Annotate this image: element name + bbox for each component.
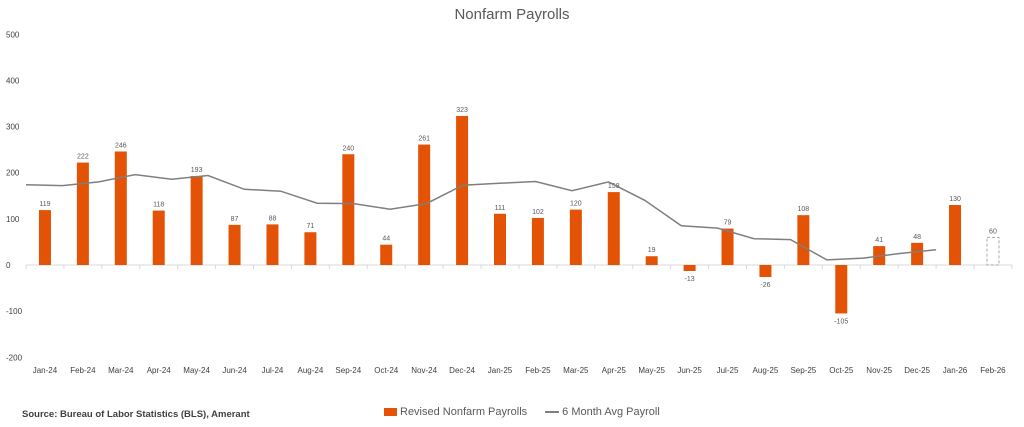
- bar-value-label: 88: [269, 215, 277, 222]
- bar-value-label: 120: [570, 201, 582, 208]
- bar: [266, 224, 279, 265]
- x-tick-label: Nov-25: [866, 366, 892, 375]
- bar-value-label: 323: [456, 107, 468, 114]
- bar: [797, 215, 810, 265]
- bar-value-label: 71: [307, 223, 315, 230]
- y-tick-label: 200: [6, 169, 20, 178]
- bar: [228, 224, 241, 265]
- bar: [380, 244, 393, 265]
- y-tick-label: 300: [6, 123, 20, 132]
- bar-value-label: -26: [760, 282, 770, 289]
- legend-label-bars: Revised Nonfarm Payrolls: [400, 406, 528, 418]
- y-tick-label: 100: [6, 215, 20, 224]
- source-note: Source: Bureau of Labor Statistics (BLS)…: [22, 409, 250, 420]
- x-tick-label: Jan-25: [488, 366, 513, 375]
- bar: [342, 154, 355, 265]
- x-tick-label: Oct-25: [829, 366, 854, 375]
- x-tick-label: May-25: [638, 366, 665, 375]
- bar: [418, 144, 431, 265]
- x-tick-label: Feb-24: [70, 366, 96, 375]
- bar-value-label: 108: [798, 206, 810, 213]
- bar-value-label: -13: [685, 276, 695, 283]
- bar-value-label: 246: [115, 142, 127, 149]
- bar: [456, 115, 469, 265]
- x-tick-label: Mar-25: [563, 366, 589, 375]
- legend: Revised Nonfarm Payrolls 6 Month Avg Pay…: [384, 406, 660, 418]
- bar-value-label: 87: [231, 216, 239, 223]
- legend-item-bars: Revised Nonfarm Payrolls: [384, 406, 527, 418]
- bar: [721, 228, 734, 265]
- bar-value-label: 240: [342, 145, 354, 152]
- bar-value-label: 118: [153, 202, 164, 209]
- y-tick-label: 500: [6, 30, 20, 39]
- x-tick-label: Jul-25: [717, 366, 739, 375]
- bar: [531, 217, 544, 265]
- bar-value-label: 44: [382, 236, 390, 243]
- y-tick-label: 400: [6, 76, 20, 85]
- bar: [759, 265, 772, 277]
- bar-value-label: 111: [495, 205, 506, 212]
- bar: [38, 210, 51, 265]
- x-tick-label: Apr-24: [147, 366, 172, 375]
- bar-value-label: 102: [532, 209, 544, 216]
- bar: [607, 192, 620, 265]
- bar: [114, 151, 127, 265]
- chart-plot: -200 -100 0 100 200 300 400 500 119 Jan-24 222 Feb-…: [6, 30, 1013, 375]
- line-swatch-icon: [545, 411, 560, 413]
- bar-value-label: -105: [834, 318, 848, 325]
- bar-value-label: 222: [77, 154, 89, 161]
- x-tick-label: Jun-24: [222, 366, 247, 375]
- x-tick-label: Feb-25: [525, 366, 551, 375]
- x-tick-label: Aug-24: [298, 366, 324, 375]
- bar: [304, 232, 317, 265]
- bar-value-label: 79: [724, 220, 732, 227]
- bar: [683, 265, 696, 271]
- bar-value-label: 41: [875, 237, 883, 244]
- bar: [76, 162, 89, 265]
- bar-estimate: [986, 236, 1000, 266]
- y-tick-label: -100: [6, 307, 23, 316]
- bar-value-label: 130: [949, 196, 961, 203]
- bar-value-label: 48: [913, 234, 921, 241]
- legend-item-line: 6 Month Avg Payroll: [545, 406, 660, 418]
- bar: [911, 242, 924, 265]
- avg-line: [25, 173, 937, 261]
- bar-value-label: 158: [608, 183, 620, 190]
- bar: [494, 213, 506, 265]
- bar-swatch-icon: [384, 408, 397, 416]
- x-tick-label: Dec-24: [449, 366, 475, 375]
- bar: [190, 175, 203, 265]
- x-tick-label: Dec-25: [904, 366, 930, 375]
- x-tick-label: Feb-26: [980, 366, 1006, 375]
- x-tick-label: Jan-24: [33, 366, 58, 375]
- bar-value-label: 119: [39, 201, 50, 208]
- x-tick-label: Aug-25: [753, 366, 779, 375]
- bar-value-label: 60: [989, 228, 997, 235]
- x-tick-label: Mar-24: [108, 366, 134, 375]
- bar-value-label: 261: [418, 136, 430, 143]
- x-tick-label: Jun-25: [677, 366, 702, 375]
- y-tick-label: 0: [6, 261, 11, 270]
- x-tick-label: May-24: [183, 366, 210, 375]
- bar: [569, 209, 582, 265]
- bar-value-label: 193: [191, 167, 203, 174]
- x-tick-label: Oct-24: [374, 366, 399, 375]
- x-tick-label: Jul-24: [262, 366, 284, 375]
- x-tick-label: Nov-24: [411, 366, 437, 375]
- bar-value-label: 19: [648, 247, 656, 254]
- x-tick-label: Jan-26: [943, 366, 968, 375]
- legend-label-line: 6 Month Avg Payroll: [562, 406, 660, 418]
- x-tick-label: Sep-25: [790, 366, 816, 375]
- chart-title: Nonfarm Payrolls: [454, 6, 570, 23]
- bar: [949, 205, 962, 265]
- x-tick-label: Apr-25: [602, 366, 627, 375]
- bar: [835, 265, 848, 314]
- bar: [152, 210, 165, 265]
- y-tick-label: -200: [6, 353, 23, 362]
- bar: [645, 256, 658, 265]
- x-tick-label: Sep-24: [335, 366, 361, 375]
